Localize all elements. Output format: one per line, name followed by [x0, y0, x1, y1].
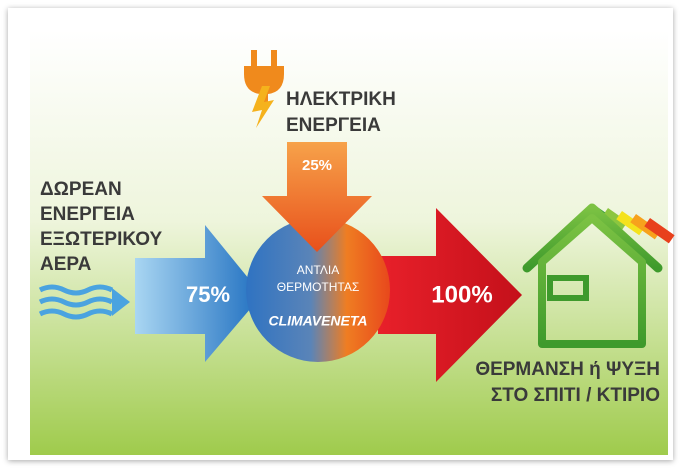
- air-arrow: [135, 225, 262, 362]
- air-label: ΑΕΡΑ: [40, 254, 92, 275]
- air-label: ΕΝΕΡΓΕΙΑ: [40, 204, 135, 225]
- heat-pump: [246, 218, 390, 362]
- air-percent: 75%: [186, 282, 230, 307]
- electric-arrow: [262, 142, 372, 252]
- air-label: ΔΩΡΕΑΝ: [40, 179, 122, 200]
- wind-arrow: [112, 288, 130, 316]
- brand-logo: CLIMAVENETA: [268, 313, 367, 329]
- wind-icon: [38, 284, 114, 320]
- electric-label: ΗΛΕΚΤΡΙΚΗ: [286, 89, 396, 110]
- output-percent: 100%: [431, 281, 492, 308]
- electric-label: ΕΝΕΡΓΕΙΑ: [286, 115, 381, 136]
- pump-label: ΑΝΤΛΙΑ: [297, 263, 339, 277]
- plug-icon: [244, 50, 284, 128]
- pump-label: ΘΕΡΜΟΤΗΤΑΣ: [277, 280, 360, 294]
- output-label: ΘΕΡΜΑΝΣΗ ή ΨΥΞΗ: [475, 359, 660, 380]
- air-label: ΕΞΩΤΕΡΙΚΟΥ: [40, 229, 162, 250]
- house-icon: [522, 203, 663, 348]
- electric-percent: 25%: [302, 157, 332, 174]
- output-label: ΣΤΟ ΣΠΙΤΙ / ΚΤΙΡΙΟ: [491, 385, 660, 406]
- output-arrow: [378, 208, 522, 382]
